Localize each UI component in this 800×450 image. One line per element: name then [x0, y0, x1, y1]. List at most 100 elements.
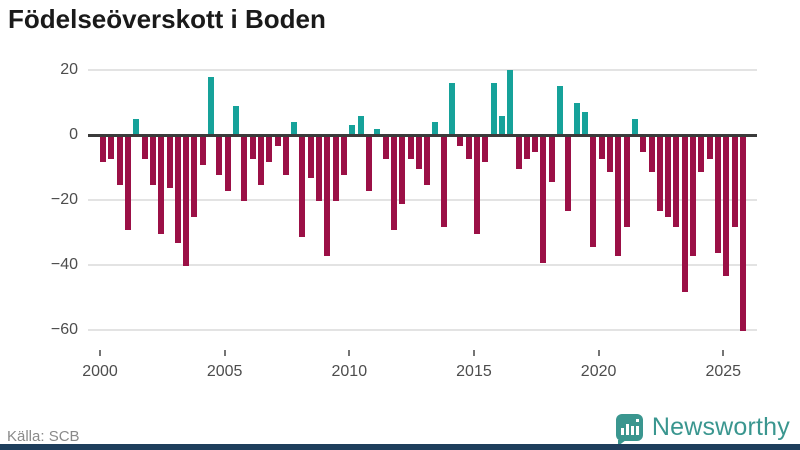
- x-tick-mark-2015: [472, 350, 475, 356]
- bar-2018-T3[interactable]: [565, 136, 572, 211]
- bar-2007-T3[interactable]: [291, 122, 298, 135]
- bar-2018-T1[interactable]: [548, 136, 555, 182]
- bar-2021-T3[interactable]: [640, 136, 647, 153]
- bar-2000-T1[interactable]: [100, 136, 106, 162]
- x-tick-mark-2020: [597, 350, 600, 356]
- bar-2025-T2[interactable]: [731, 136, 738, 227]
- bar-2017-T2[interactable]: [532, 136, 539, 153]
- x-tick-label-2015: 2015: [456, 363, 492, 380]
- bar-2025-T1[interactable]: [723, 136, 730, 276]
- bar-2005-T2[interactable]: [233, 105, 239, 136]
- bar-2016-T3[interactable]: [515, 136, 522, 169]
- bar-2003-T2[interactable]: [183, 136, 190, 266]
- bar-2006-T2[interactable]: [257, 136, 264, 185]
- x-tick-mark-2000: [99, 350, 101, 356]
- bar-2000-T2[interactable]: [108, 136, 115, 159]
- bar-2014-T3[interactable]: [465, 136, 472, 159]
- bar-2008-T3[interactable]: [316, 136, 323, 201]
- bar-2011-T3[interactable]: [390, 136, 397, 231]
- bar-2013-T3[interactable]: [440, 136, 447, 227]
- bar-2020-T1[interactable]: [598, 136, 605, 159]
- gridline-20: [88, 69, 757, 71]
- bar-2025-T3[interactable]: [739, 136, 746, 331]
- bar-2006-T1[interactable]: [249, 136, 256, 159]
- bar-2019-T3[interactable]: [590, 136, 597, 247]
- bar-2024-T3[interactable]: [714, 136, 721, 253]
- bar-2023-T3[interactable]: [690, 136, 696, 257]
- y-tick-label--20: −20: [50, 191, 78, 208]
- bar-2000-T3[interactable]: [116, 136, 123, 185]
- source-attribution: Källa: SCB: [7, 428, 80, 445]
- bar-2002-T2[interactable]: [158, 136, 165, 234]
- bar-2024-T2[interactable]: [706, 136, 713, 159]
- bar-2015-T3[interactable]: [490, 83, 497, 135]
- x-tick-label-2010: 2010: [331, 363, 368, 380]
- bar-2023-T1[interactable]: [673, 136, 680, 227]
- bar-2013-T1[interactable]: [424, 136, 431, 185]
- bar-2016-T2[interactable]: [507, 70, 514, 135]
- bar-2022-T2[interactable]: [656, 136, 663, 211]
- bar-2020-T3[interactable]: [615, 136, 622, 257]
- bar-2004-T3[interactable]: [216, 136, 223, 175]
- bar-2016-T1[interactable]: [498, 115, 505, 135]
- bar-2002-T1[interactable]: [149, 136, 156, 185]
- bar-2010-T3[interactable]: [365, 136, 372, 192]
- bar-2021-T1[interactable]: [623, 136, 630, 227]
- bar-2024-T1[interactable]: [698, 136, 705, 172]
- bar-2012-T1[interactable]: [399, 136, 406, 205]
- gridline--20: [88, 199, 757, 201]
- bar-2017-T3[interactable]: [540, 136, 547, 263]
- bar-2014-T1[interactable]: [449, 83, 455, 135]
- bar-2006-T3[interactable]: [266, 136, 273, 162]
- y-tick-label-20: 20: [60, 61, 78, 78]
- bar-2011-T2[interactable]: [382, 136, 389, 159]
- bar-2018-T2[interactable]: [557, 86, 563, 136]
- zero-axis-line: [88, 134, 757, 137]
- bar-2005-T1[interactable]: [224, 136, 231, 192]
- bar-2010-T2[interactable]: [357, 115, 364, 135]
- bottom-accent-strip: [0, 444, 800, 450]
- gridline--40: [88, 264, 757, 266]
- bar-2001-T3[interactable]: [141, 136, 148, 159]
- bar-2005-T3[interactable]: [241, 136, 248, 201]
- bar-2008-T2[interactable]: [307, 136, 314, 179]
- bar-chart-speech-bubble-icon: [615, 413, 643, 446]
- bar-2008-T1[interactable]: [299, 136, 306, 237]
- bar-2003-T1[interactable]: [174, 136, 181, 244]
- bar-2022-T3[interactable]: [665, 136, 672, 218]
- bar-2020-T2[interactable]: [606, 136, 613, 172]
- newsworthy-logo[interactable]: Newsworthy: [615, 412, 790, 446]
- bar-2009-T3[interactable]: [341, 136, 347, 175]
- bar-2023-T2[interactable]: [681, 136, 688, 292]
- bar-2022-T1[interactable]: [648, 136, 655, 172]
- bar-2011-T1[interactable]: [374, 128, 381, 135]
- y-tick-label--40: −40: [50, 256, 78, 273]
- x-tick-label-2020: 2020: [580, 363, 617, 380]
- bar-2001-T2[interactable]: [133, 118, 140, 136]
- bar-2019-T1[interactable]: [573, 102, 580, 135]
- x-tick-mark-2005: [223, 350, 226, 356]
- bar-2002-T3[interactable]: [166, 136, 173, 188]
- bar-2009-T2[interactable]: [332, 136, 339, 201]
- bar-2007-T2[interactable]: [282, 136, 289, 175]
- bar-2009-T1[interactable]: [324, 136, 331, 257]
- bar-2010-T1[interactable]: [349, 125, 356, 136]
- bar-2007-T1[interactable]: [274, 136, 281, 146]
- bar-2004-T2[interactable]: [208, 76, 214, 135]
- bar-2004-T1[interactable]: [199, 136, 206, 166]
- bar-2012-T2[interactable]: [407, 136, 414, 159]
- bar-2014-T2[interactable]: [457, 136, 464, 146]
- bar-2019-T2[interactable]: [582, 112, 588, 136]
- bar-2021-T2[interactable]: [631, 118, 638, 136]
- bar-2003-T3[interactable]: [191, 136, 198, 218]
- bar-2001-T1[interactable]: [124, 136, 131, 231]
- x-tick-mark-2010: [348, 350, 351, 356]
- bar-2015-T2[interactable]: [482, 136, 489, 162]
- bar-2012-T3[interactable]: [415, 136, 422, 169]
- bar-2017-T1[interactable]: [523, 136, 530, 159]
- chart-title: Födelseöverskott i Boden: [8, 4, 326, 34]
- bar-2013-T2[interactable]: [432, 122, 439, 135]
- bar-2015-T1[interactable]: [474, 136, 480, 234]
